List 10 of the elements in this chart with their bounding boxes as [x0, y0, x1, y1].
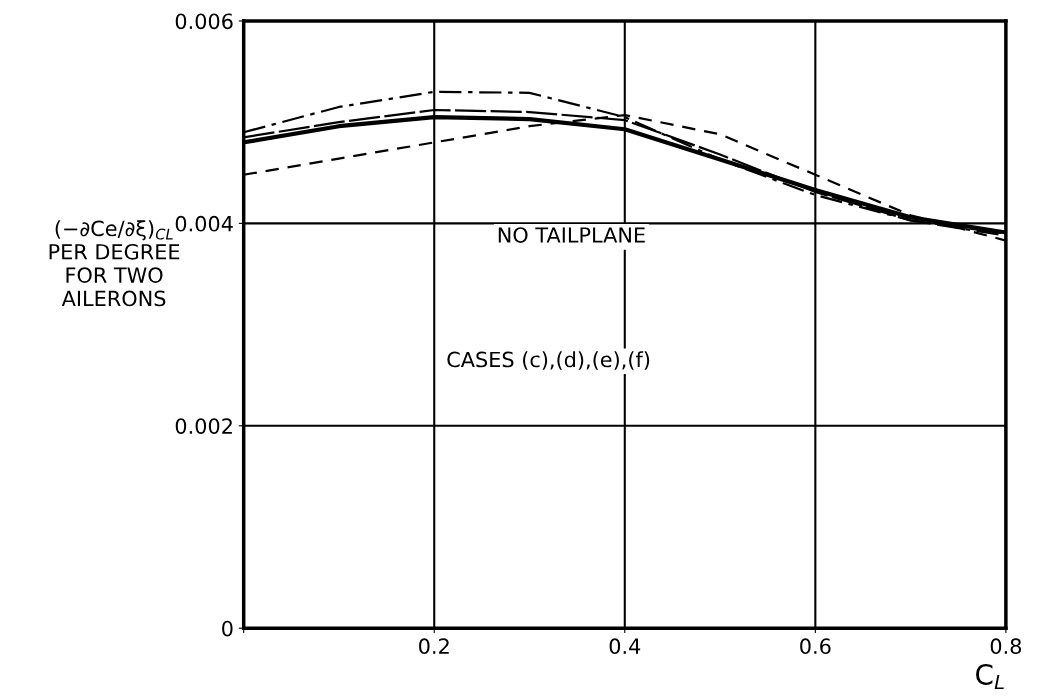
- y-tick-label: 0.002: [175, 418, 232, 434]
- annotation: CASES (c),(d),(e),(f): [447, 351, 650, 370]
- x-tick-label: 0.6: [800, 638, 831, 655]
- y-tick-label: 0.006: [175, 13, 233, 30]
- x-tick-label: 0.8: [990, 638, 1022, 655]
- annotation: NO TAILPLANE: [498, 227, 645, 243]
- x-tick-label: 0.2: [419, 638, 449, 655]
- y-tick-label: 0: [222, 620, 233, 637]
- x-tick-label: 0.4: [609, 638, 641, 655]
- x-axis-title: C$_{L}$: [976, 663, 1004, 690]
